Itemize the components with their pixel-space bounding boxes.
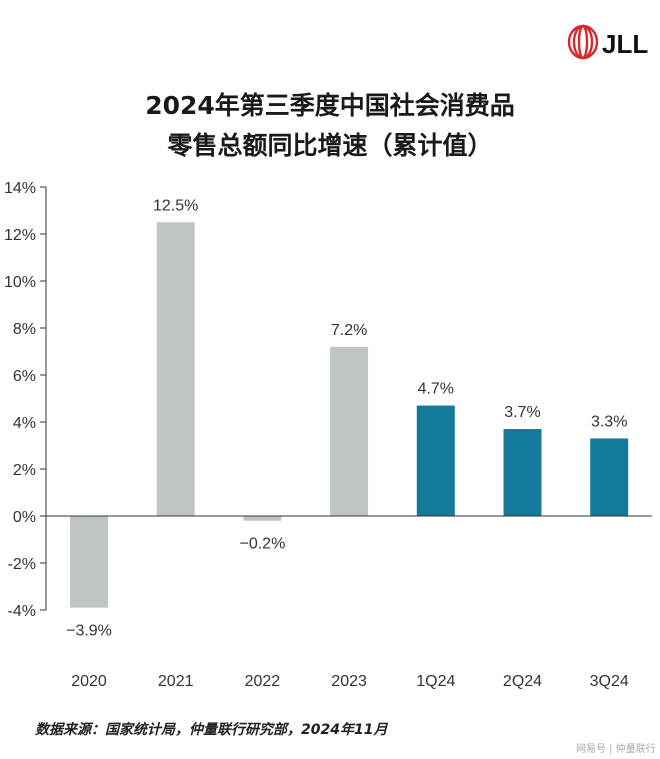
- y-tick-label: 8%: [13, 321, 36, 338]
- x-tick-label: 2023: [331, 673, 367, 690]
- y-tick-label: 6%: [13, 368, 36, 385]
- bar-2023: [330, 346, 369, 516]
- y-tick-label: 4%: [13, 415, 36, 432]
- x-tick-label: 1Q24: [416, 673, 455, 690]
- bar-1Q24: [416, 405, 455, 516]
- data-label-3Q24: 3.3%: [591, 413, 627, 430]
- x-tick-label: 2022: [245, 673, 281, 690]
- data-label-2021: 12.5%: [153, 197, 198, 214]
- y-tick-label: 12%: [4, 227, 36, 244]
- chart-title-line-1: 2024年第三季度中国社会消费品: [145, 91, 515, 120]
- bar-chart: -4% -2% 0% 2% 4% 6% 8% 10% 12% 14% −3.9% 2020 12.5% 2…: [4, 180, 652, 690]
- svg-text:JLL: JLL: [602, 29, 648, 59]
- data-label-1Q24: 4.7%: [418, 381, 454, 398]
- chart-title-line-2: 零售总额同比增速（累计值）: [167, 131, 493, 160]
- data-label-2022: −0.2%: [239, 536, 285, 553]
- y-tick-label: 2%: [13, 462, 36, 479]
- x-tick-label: 2020: [71, 673, 107, 690]
- data-label-2023: 7.2%: [331, 322, 367, 339]
- watermark: 网易号 | 仲量联行: [576, 744, 656, 755]
- data-label-2020: −3.9%: [66, 623, 112, 640]
- x-tick-label: 2021: [158, 673, 194, 690]
- bar-3Q24: [590, 438, 629, 516]
- bar-2021: [156, 222, 195, 516]
- y-tick-label: -4%: [8, 603, 36, 620]
- y-tick-label: 14%: [4, 180, 36, 197]
- bar-2Q24: [503, 429, 542, 516]
- y-tick-label: 10%: [4, 274, 36, 291]
- bar-2022: [243, 516, 282, 521]
- data-label-2Q24: 3.7%: [504, 404, 540, 421]
- source-note: 数据来源：国家统计局，仲量联行研究部，2024年11月: [35, 722, 388, 738]
- y-tick-label: 0%: [13, 509, 36, 526]
- bar-2020: [70, 516, 108, 608]
- x-tick-label: 3Q24: [590, 673, 629, 690]
- x-tick-label: 2Q24: [503, 673, 542, 690]
- y-tick-label: -2%: [8, 556, 36, 573]
- jll-logo: JLL: [566, 24, 656, 60]
